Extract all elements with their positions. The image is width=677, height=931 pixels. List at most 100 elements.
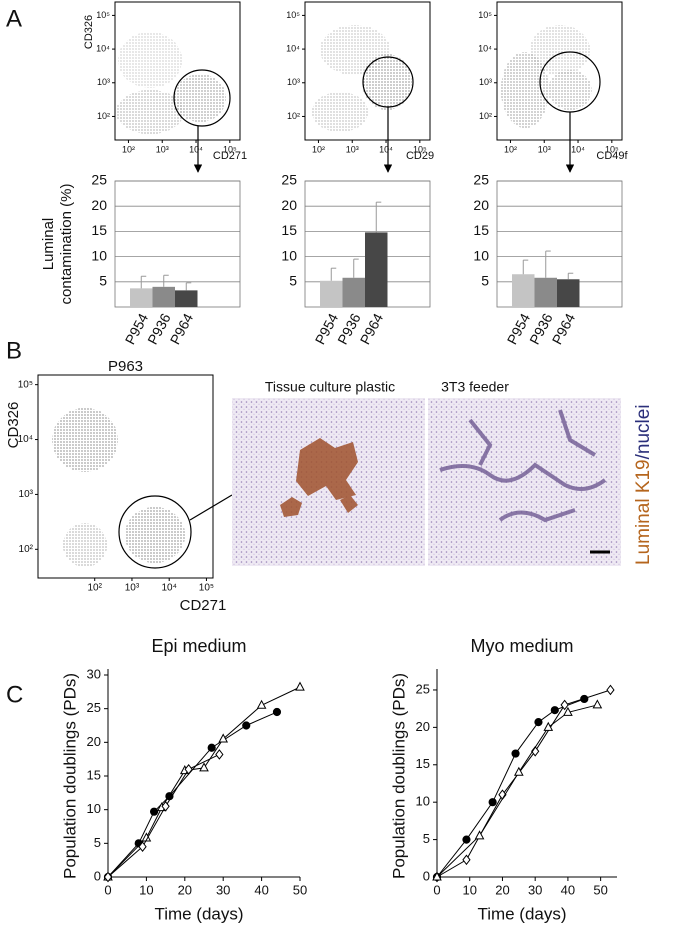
y-axis-label: Population doublings (PDs) xyxy=(60,673,79,879)
micrograph xyxy=(428,398,621,566)
y-tick-label: 5 xyxy=(99,273,107,289)
marker xyxy=(149,807,159,816)
x-tick-label: 10³ xyxy=(538,144,551,154)
marker xyxy=(462,835,471,844)
y-tick-label: 10⁴ xyxy=(478,43,492,53)
y-tick-label: 10³ xyxy=(287,77,300,87)
y-tick-label: 15 xyxy=(87,767,101,782)
feeder-stain xyxy=(439,409,607,523)
plot-frame xyxy=(114,1,241,141)
y-tick-label: 10 xyxy=(87,801,101,816)
y-tick-label: 15 xyxy=(416,756,430,771)
cell-cloud xyxy=(174,74,226,122)
cell-cloud xyxy=(116,90,184,134)
plot-title: P963 xyxy=(108,358,143,375)
bar xyxy=(342,277,365,307)
marker xyxy=(606,684,615,696)
x-axis-label: Time (days) xyxy=(477,904,566,923)
y-axis-label: CD326 xyxy=(5,402,22,449)
marker xyxy=(560,699,569,711)
marker xyxy=(592,699,603,709)
plot-frame xyxy=(304,1,431,141)
marker xyxy=(543,721,554,731)
marker xyxy=(138,841,147,853)
k19-stain xyxy=(280,438,358,517)
chart-title: Epi medium xyxy=(151,636,246,656)
stain-blob xyxy=(340,495,358,513)
series-line xyxy=(436,689,611,878)
y-tick-label: 10 xyxy=(281,247,297,263)
y-tick-label: 10⁵ xyxy=(286,10,300,20)
gate xyxy=(173,69,231,127)
marker xyxy=(534,718,543,727)
x-tick-label: 10³ xyxy=(156,144,169,154)
y-tick-label: 5 xyxy=(423,831,430,846)
x-tick-label: 10⁴ xyxy=(189,144,203,154)
micrographs: Tissue culture plastic 3T3 feeder Lumina… xyxy=(232,379,654,566)
marker xyxy=(184,763,193,775)
panel-label: B xyxy=(6,337,22,364)
stain-streak xyxy=(468,409,597,523)
y-tick-label: 10 xyxy=(91,247,107,263)
series-line xyxy=(107,686,301,878)
flow-clouds xyxy=(52,25,592,567)
y-axis-label: CD326 xyxy=(83,15,95,49)
connector xyxy=(189,494,233,521)
marker xyxy=(272,707,282,717)
x-tick-label: 20 xyxy=(495,882,509,897)
y-tick-label: 10⁴ xyxy=(18,434,33,445)
y-tick-label: 20 xyxy=(473,197,489,213)
marker xyxy=(161,800,170,812)
stain-blob xyxy=(296,438,358,500)
y-tick-label: 5 xyxy=(481,273,489,289)
stain-label-k19: Luminal K19 xyxy=(633,459,654,565)
y-tick-label: 10² xyxy=(19,544,34,555)
cell-cloud xyxy=(63,523,107,567)
y-tick-label: 25 xyxy=(473,172,489,188)
x-tick-label: 10⁵ xyxy=(413,144,427,154)
x-tick-label: 10⁵ xyxy=(605,144,619,154)
x-tick-label: P964 xyxy=(549,310,579,347)
x-tick-label: 10⁵ xyxy=(199,583,214,594)
marker xyxy=(218,733,229,743)
marker xyxy=(550,706,559,715)
gates xyxy=(118,51,601,569)
panel-label: A xyxy=(6,5,22,32)
cell-cloud xyxy=(118,32,182,88)
y-tick-label: 20 xyxy=(91,197,107,213)
y-tick-label: 10² xyxy=(97,111,110,121)
x-tick-label: 50 xyxy=(593,882,607,897)
y-tick-label: 20 xyxy=(281,197,297,213)
x-axis-label: CD271 xyxy=(213,150,247,162)
image-caption: 3T3 feeder xyxy=(441,379,509,395)
series-line xyxy=(107,711,278,878)
stain-streak xyxy=(439,462,607,491)
cell-cloud xyxy=(52,408,118,472)
bar xyxy=(512,274,535,307)
x-tick-label: 20 xyxy=(178,882,192,897)
y-tick-label: 5 xyxy=(94,835,101,850)
y-tick-label: 10⁵ xyxy=(478,10,492,20)
marker xyxy=(563,706,573,716)
x-tick-label: 10² xyxy=(87,583,102,594)
bar xyxy=(320,280,343,307)
bar xyxy=(175,290,198,307)
cell-cloud xyxy=(362,54,412,110)
marker xyxy=(256,699,267,709)
cell-cloud xyxy=(501,52,549,128)
marker xyxy=(474,830,485,840)
marker xyxy=(511,749,520,758)
y-tick-label: 15 xyxy=(91,222,107,238)
y-tick-label: 0 xyxy=(423,868,430,883)
y-tick-label: 10⁵ xyxy=(96,10,110,20)
x-tick-label: 0 xyxy=(433,882,440,897)
y-tick-label: 10⁵ xyxy=(18,379,33,390)
marker xyxy=(531,745,540,757)
gate xyxy=(118,495,192,569)
plot-frame xyxy=(496,1,623,141)
x-axis-label: CD29 xyxy=(406,150,434,162)
bar xyxy=(365,232,388,307)
x-tick-label: 10³ xyxy=(125,583,140,594)
